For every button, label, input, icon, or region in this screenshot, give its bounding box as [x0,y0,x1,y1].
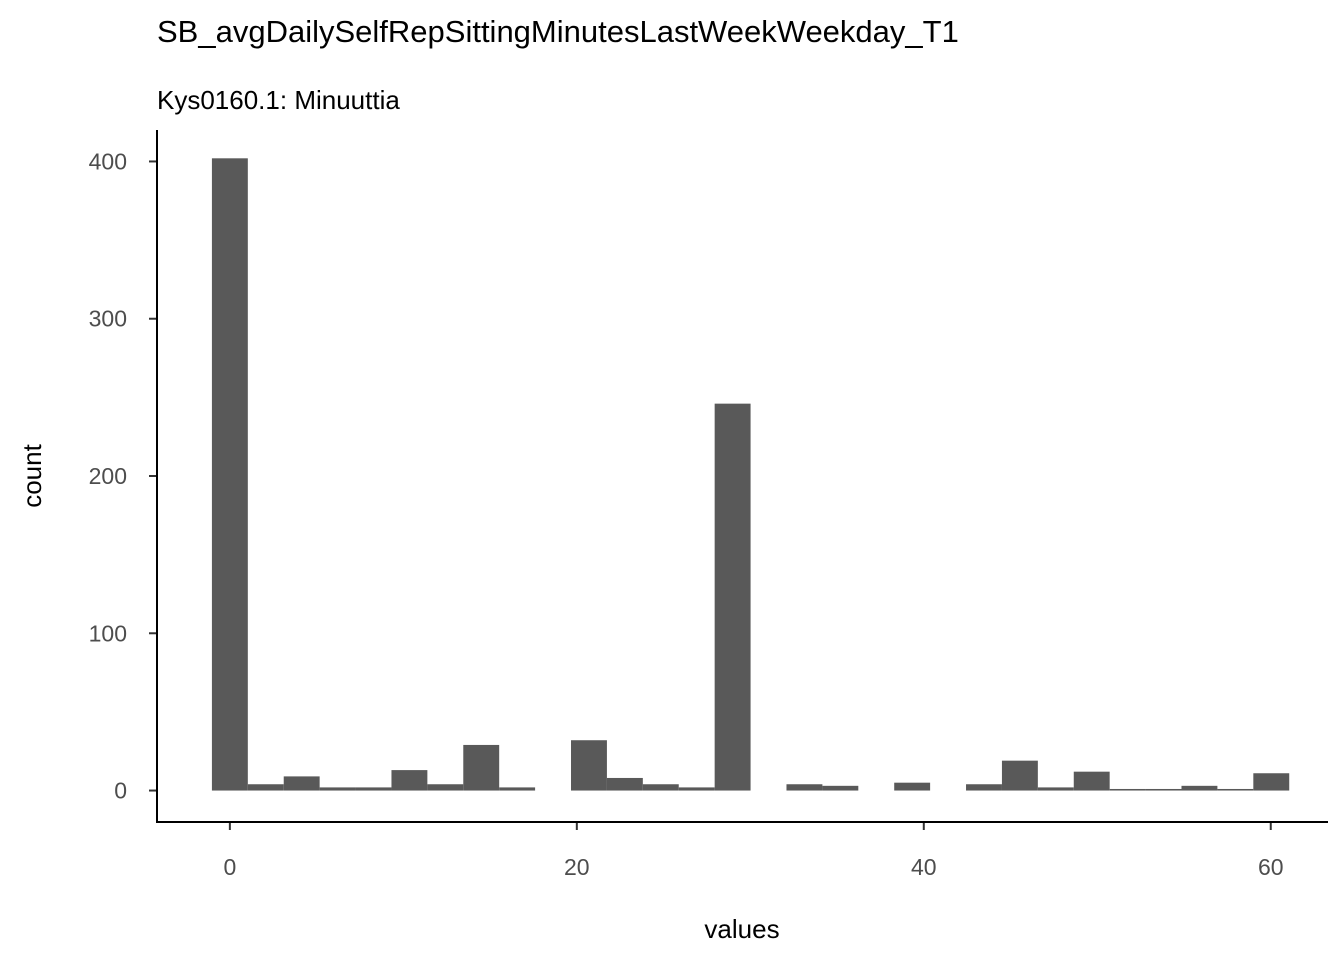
histogram-bar-21 [966,784,1002,791]
y-tick-label-100: 100 [89,620,127,646]
y-tick-label-200: 200 [89,463,127,489]
histogram-bar-8 [499,787,536,791]
histogram-bar-2 [283,776,320,791]
histogram-bar-10 [571,740,607,791]
x-tick-label-60: 60 [1258,854,1284,880]
y-tick-label-400: 400 [89,148,127,174]
y-axis-label: count [17,443,47,507]
histogram-bar-22 [1001,760,1038,791]
histogram-bar-5 [391,770,428,791]
histogram-bar-6 [427,784,464,791]
bars [211,158,1290,791]
x-tick-label-40: 40 [911,854,937,880]
x-tick-label-0: 0 [223,854,236,880]
histogram-bar-0 [211,158,248,791]
histogram-bar-11 [606,777,643,791]
histogram-bar-19 [894,782,931,791]
x-axis-label: values [704,914,779,944]
y-tick-label-300: 300 [89,306,127,332]
chart-title: SB_avgDailySelfRepSittingMinutesLastWeek… [157,14,959,49]
histogram-bar-17 [822,785,859,791]
histogram-bar-12 [642,784,679,791]
y-axis-ticks: 0 100 200 300 400 [89,148,157,804]
histogram-bar-4 [355,787,392,791]
histogram-bar-28 [1217,788,1254,791]
x-axis-ticks: 0 20 40 60 [223,822,1284,880]
histogram-bar-29 [1253,773,1290,791]
chart-subtitle: Kys0160.1: Minuuttia [157,85,400,115]
histogram-bar-26 [1145,788,1182,791]
histogram-bar-27 [1181,785,1218,791]
y-tick-label-0: 0 [114,778,127,804]
histogram-bar-3 [319,787,356,791]
histogram-bar-23 [1037,787,1074,791]
histogram-bar-16 [786,784,823,791]
histogram-bar-1 [247,784,284,791]
x-tick-label-20: 20 [564,854,590,880]
histogram-bar-14 [714,403,751,791]
histogram-bar-13 [678,787,715,791]
histogram-bar-7 [463,744,500,791]
histogram-bar-24 [1073,771,1110,791]
histogram-bar-25 [1109,788,1146,791]
